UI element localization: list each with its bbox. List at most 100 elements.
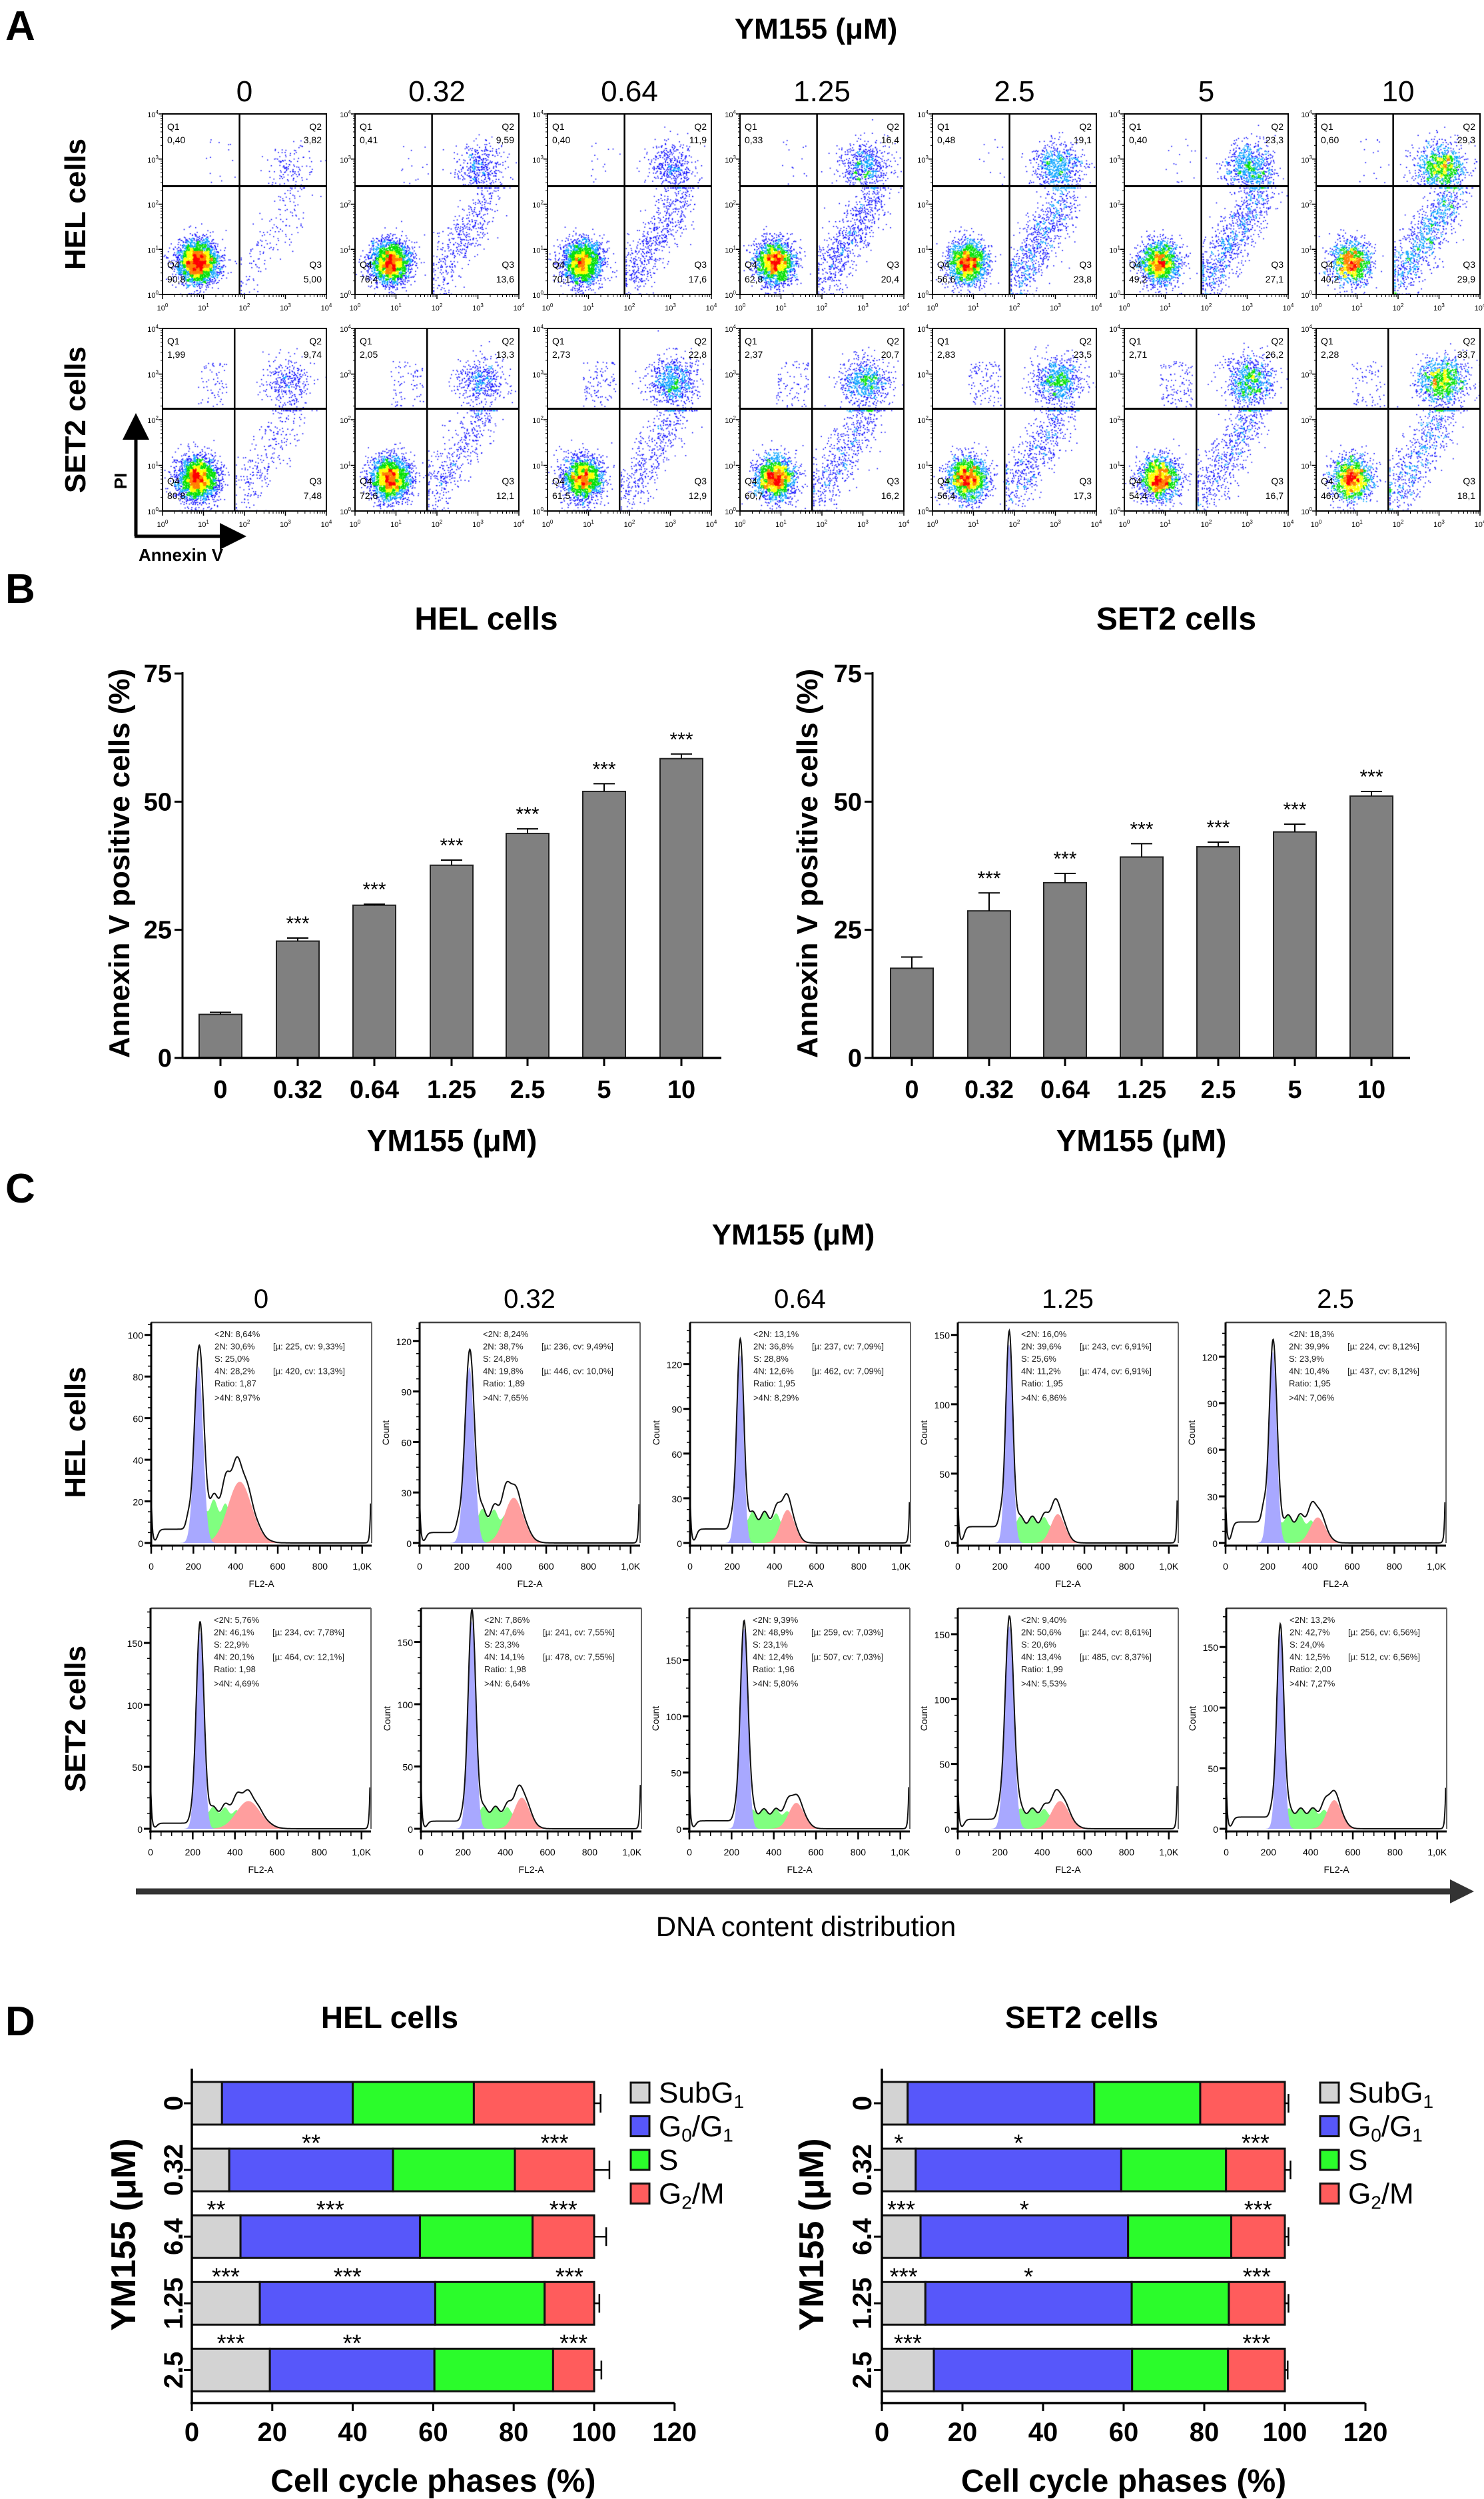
tick-base: 10	[1109, 372, 1117, 380]
y-tick-label: 104	[1109, 109, 1120, 119]
significance-marker: ***	[977, 867, 1000, 889]
histogram-stat-line: 2N: 30,6% [µ: 225, cv: 9,33%]	[214, 1342, 345, 1352]
tick-exponent: 0	[550, 519, 554, 525]
significance-marker: ***	[286, 913, 309, 935]
histogram-stat-line: <2N: 18,3%	[1289, 1329, 1335, 1339]
tick-exponent: 0	[348, 290, 352, 296]
significance-marker: ***	[362, 879, 386, 901]
tick-base: 10	[1301, 372, 1309, 380]
quadrant-name: Q3	[309, 476, 322, 486]
tick-base: 10	[239, 521, 247, 529]
tick-base: 10	[532, 247, 540, 254]
y-tick-label: 101	[1109, 245, 1120, 254]
quadrant-value-q3: 7,48	[304, 490, 322, 501]
quadrant-name: Q1	[745, 121, 757, 132]
x-tick-label: 200	[1260, 1561, 1276, 1572]
tick-base: 10	[198, 304, 206, 312]
x-tick-label: 103	[472, 519, 484, 529]
tick-base: 10	[927, 304, 935, 312]
tick-exponent: 2	[733, 200, 737, 206]
x-tick-label: 5	[597, 1076, 611, 1104]
tick-base: 10	[1109, 157, 1117, 165]
tick-exponent: 4	[1118, 109, 1121, 115]
y-tick-label: 100	[1301, 290, 1312, 300]
tick-base: 10	[899, 304, 907, 312]
tick-exponent: 1	[1168, 302, 1171, 308]
tick-exponent: 2	[541, 200, 544, 206]
subscript: 2	[681, 2193, 692, 2213]
stat-label: Ratio:	[753, 1664, 778, 1674]
y-tick-label: 100	[917, 290, 928, 300]
x-tick-label: 104	[899, 519, 910, 529]
stat-label: Ratio:	[214, 1378, 240, 1388]
flow-plot: 100100101101102102103103104104Q10,60Q229…	[1301, 109, 1484, 312]
quadrant-value-q2: 11,9	[689, 135, 707, 145]
tick-base: 10	[340, 372, 348, 380]
bar	[1120, 856, 1164, 1059]
y-tick-label: 20	[133, 1497, 143, 1508]
legend-label: SubG1	[659, 2077, 744, 2112]
density-plot	[548, 114, 711, 294]
tick-exponent: 1	[591, 519, 594, 525]
significance-marker: **	[302, 2129, 320, 2157]
y-tick-label: 0	[848, 1045, 862, 1073]
tick-base: 10	[665, 521, 673, 529]
x-tick-label: 101	[1351, 302, 1363, 312]
tick-exponent: 4	[1309, 324, 1313, 330]
quadrant-name: Q4	[745, 476, 757, 486]
stat-value: 13,3%	[318, 1366, 342, 1376]
annexin-bar-chart: SET2 cells 0 *** 0.32 *** 0.64 *** 1.25 *** 2.5 **…	[791, 602, 1410, 1158]
significance-marker: ***	[316, 2196, 344, 2223]
stat-value: 9,49%	[586, 1342, 611, 1352]
stat-value: 7,55%	[587, 1652, 612, 1662]
y-tick-label: 100	[340, 506, 351, 516]
tick-exponent: 2	[1401, 302, 1404, 308]
x-tick-label: 600	[1344, 1561, 1360, 1572]
plot-frame	[162, 113, 327, 295]
x-tick-label: 1,0K	[891, 1561, 911, 1572]
bar	[198, 1013, 242, 1059]
stat-label: Ratio:	[484, 1664, 510, 1674]
quadrant-name: Q1	[937, 121, 950, 132]
stat-label: ]	[611, 1342, 613, 1352]
dna-histogram: 0 200 400 600 800 1,0K FL2-A 0 50 100 150 Count <2N:…	[650, 1607, 911, 1875]
stat-label: 2N:	[1289, 1342, 1305, 1352]
y-tick-label: 100	[934, 1694, 950, 1705]
stat-value: 11,2%	[1037, 1366, 1061, 1376]
stat-label: 4N:	[484, 1652, 500, 1662]
stat-label: S:	[214, 1640, 224, 1650]
tick-base: 10	[198, 521, 206, 529]
stat-label: S:	[484, 1640, 495, 1650]
subscript: 2	[1371, 2193, 1381, 2213]
bar-segment	[932, 2347, 1134, 2392]
tick-base: 10	[1351, 521, 1359, 529]
bar-segment	[1127, 2214, 1233, 2259]
stat-label: [µ:	[1080, 1366, 1092, 1376]
density-plot	[548, 328, 711, 511]
tick-base: 10	[725, 326, 733, 334]
g2m-phase-area	[151, 1482, 371, 1543]
tick-exponent: 4	[348, 109, 352, 115]
histogram-stat-line: 4N: 20,1% [µ: 464, cv: 12,1%]	[214, 1652, 344, 1662]
quadrant-value-q3: 29,9	[1457, 274, 1475, 284]
stat-label: [µ:	[543, 1628, 555, 1638]
subscript: 1	[1412, 2125, 1423, 2146]
tick-base: 10	[1050, 304, 1058, 312]
tick-exponent: 1	[783, 302, 787, 308]
stat-label: <2N:	[483, 1329, 504, 1339]
plot-frame	[1315, 328, 1481, 512]
tick-exponent: 0	[935, 302, 938, 308]
y-tick-label: 102	[917, 200, 928, 210]
quadrant-value-q2: 9,74	[304, 349, 322, 360]
tick-base: 10	[321, 304, 329, 312]
tick-exponent: 2	[1017, 519, 1020, 525]
quadrant-name: Q2	[887, 121, 899, 132]
y-tick-label: 102	[1109, 415, 1120, 425]
y-tick-label: 101	[340, 461, 351, 471]
x-tick-label: 0	[213, 1076, 227, 1104]
stat-value: 7,27%	[1310, 1679, 1335, 1689]
x-tick-label: 0.32	[273, 1076, 322, 1104]
tick-base: 10	[280, 304, 288, 312]
stat-value: 236	[554, 1342, 568, 1352]
tick-base: 10	[917, 111, 925, 119]
